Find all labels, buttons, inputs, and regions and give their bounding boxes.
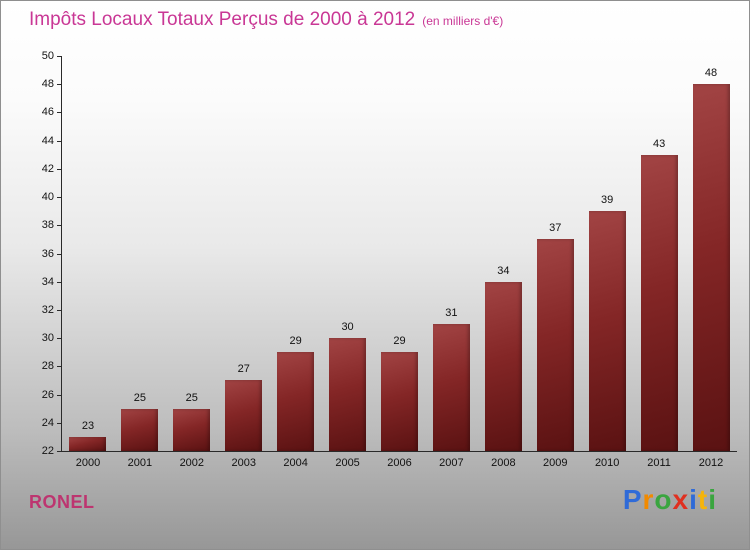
- bar-value-label: 25: [185, 391, 198, 404]
- bar-value-label: 29: [393, 335, 406, 348]
- y-axis-tick: [57, 281, 62, 283]
- x-axis-label: 2007: [439, 457, 464, 469]
- bar-value-label: 31: [445, 307, 458, 320]
- logo-letter: x: [672, 484, 690, 515]
- bar-value-label: 34: [497, 264, 510, 277]
- bar-2003: [225, 380, 263, 451]
- x-axis-label: 2008: [491, 457, 516, 469]
- chart-header: Impôts Locaux Totaux Perçus de 2000 à 20…: [29, 9, 503, 31]
- y-axis-label: 28: [41, 360, 54, 373]
- y-axis-label: 40: [41, 191, 54, 204]
- y-axis-tick: [57, 422, 62, 424]
- y-axis-label: 24: [41, 416, 54, 429]
- logo-letter: r: [642, 484, 655, 515]
- proxiti-logo: Proxiti: [623, 484, 717, 516]
- bar-value-label: 23: [81, 419, 95, 432]
- y-axis-tick: [57, 309, 62, 311]
- y-axis-label: 26: [41, 388, 54, 401]
- bar-value-label: 27: [237, 363, 250, 376]
- bar-2008: [484, 281, 522, 451]
- y-axis-tick: [57, 84, 62, 86]
- bar-2009: [536, 239, 574, 451]
- bar-2006: [381, 352, 418, 451]
- y-axis-label: 50: [41, 50, 54, 62]
- y-axis-tick: [57, 168, 62, 170]
- bar-value-label: 39: [601, 194, 614, 207]
- bar-value-label: 30: [341, 321, 354, 334]
- y-axis-label: 38: [41, 219, 54, 232]
- y-axis-label: 44: [41, 134, 54, 147]
- x-axis-label: 2011: [647, 457, 671, 469]
- y-axis-tick: [57, 253, 62, 255]
- x-axis-label: 2009: [543, 457, 568, 469]
- bar-chart-plot-area: 22 24 26 28 30 32 34 36 38 40 42 44 46 48 50 23 2000 25 20…: [42, 50, 737, 469]
- y-axis-label: 22: [41, 445, 54, 457]
- bar-2007: [432, 324, 470, 451]
- bar-value-label: 25: [133, 391, 146, 404]
- y-axis-label: 46: [41, 106, 54, 119]
- x-axis-label: 2004: [283, 457, 308, 469]
- chart-title: Impôts Locaux Totaux Perçus de 2000 à 20…: [29, 9, 416, 30]
- x-axis-label: 2006: [387, 457, 412, 469]
- bar-2012: [692, 84, 730, 451]
- y-axis-tick: [57, 394, 62, 396]
- y-axis-tick: [57, 338, 62, 340]
- y-axis-tick: [57, 197, 62, 199]
- logo-letter: P: [622, 484, 643, 515]
- logo-letter: o: [654, 484, 673, 515]
- y-axis-label: 48: [41, 78, 54, 91]
- bar-2005: [329, 338, 367, 451]
- y-axis-label: 36: [41, 247, 54, 260]
- x-axis-label: 2002: [179, 457, 205, 469]
- bar-2011: [640, 154, 678, 451]
- bar-value-label: 37: [549, 222, 562, 235]
- bar-2002: [173, 408, 211, 451]
- x-axis-label: 2003: [231, 457, 256, 469]
- y-axis-tick: [57, 451, 62, 452]
- chart-subtitle: (en milliers d'€): [422, 14, 504, 28]
- bar-value-label: 43: [652, 137, 666, 150]
- x-axis-label: 2010: [594, 457, 620, 469]
- y-axis-label: 42: [41, 162, 54, 175]
- x-axis-label: 2000: [75, 457, 101, 469]
- logo-letter: i: [708, 484, 717, 515]
- bar-2004: [277, 352, 315, 451]
- y-axis-tick: [57, 140, 62, 142]
- y-axis-tick: [57, 112, 62, 114]
- bar-2010: [588, 211, 626, 451]
- brand-ronel: RONEL: [29, 492, 95, 512]
- y-axis-tick: [57, 225, 62, 227]
- bar-value-label: 48: [704, 67, 718, 80]
- logo-letter: t: [697, 484, 709, 515]
- y-axis-tick: [57, 56, 62, 57]
- bar-2001: [121, 408, 159, 451]
- y-axis-label: 30: [41, 332, 54, 345]
- x-axis-label: 2012: [698, 457, 724, 469]
- x-axis-label: 2001: [127, 457, 153, 469]
- x-axis-label: 2005: [335, 457, 360, 469]
- logo-letter: i: [689, 484, 698, 515]
- bar-value-label: 29: [289, 335, 302, 348]
- y-axis-tick: [57, 366, 62, 368]
- bar-2000: [69, 436, 107, 451]
- y-axis-label: 32: [41, 303, 54, 316]
- y-axis-label: 34: [41, 275, 54, 288]
